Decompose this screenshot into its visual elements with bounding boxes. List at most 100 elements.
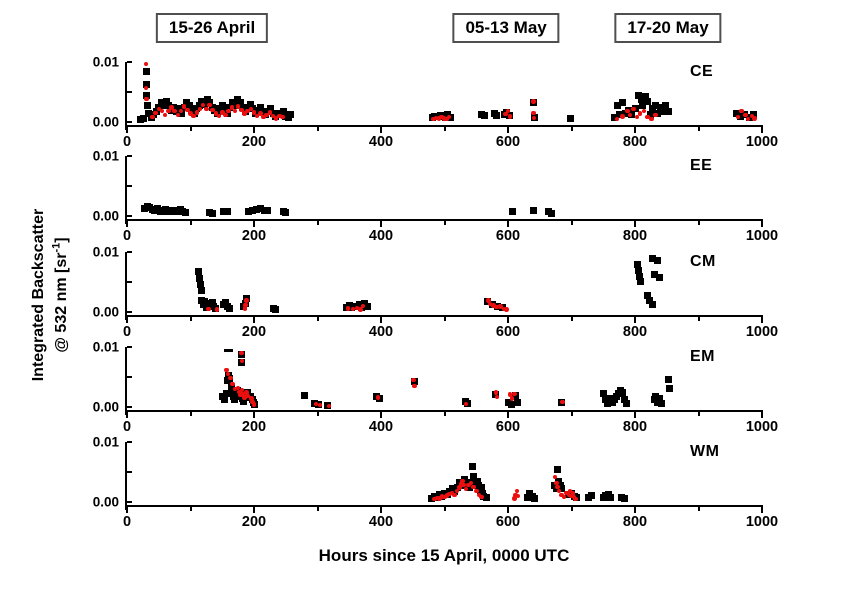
- panel-region-label-EE: EE: [690, 157, 713, 174]
- data-point-red: [457, 485, 462, 490]
- data-point-red: [486, 298, 491, 303]
- x-tick-label: 0: [122, 324, 132, 340]
- x-tick-minor: [570, 507, 573, 511]
- data-point-red: [244, 298, 249, 303]
- data-point-red: [249, 396, 254, 401]
- data-point-black: [644, 292, 652, 300]
- data-point-red: [501, 306, 507, 312]
- data-point-red: [360, 303, 366, 309]
- data-point-black: [657, 399, 665, 407]
- data-point-red: [238, 392, 243, 398]
- data-point-black: [175, 105, 183, 113]
- data-point-red: [507, 392, 513, 397]
- data-point-red: [237, 389, 242, 395]
- x-tick-major: [507, 412, 509, 418]
- panel-region-label-WM: WM: [690, 443, 720, 460]
- y-tick-label-bottom: 0.00: [92, 114, 119, 130]
- x-tick-label: 200: [241, 419, 267, 435]
- x-tick-minor: [189, 412, 192, 416]
- x-tick-major: [380, 221, 382, 227]
- x-tick-major: [126, 412, 128, 418]
- y-tick: [127, 471, 132, 473]
- data-point-black: [220, 208, 228, 216]
- data-point-red: [494, 394, 500, 400]
- data-point-red: [143, 61, 149, 67]
- y-tick: [127, 91, 132, 93]
- data-point-black: [650, 270, 658, 278]
- x-tick-major: [253, 507, 255, 513]
- data-point-red: [224, 367, 229, 373]
- data-point-black: [655, 395, 663, 403]
- x-tick-major: [507, 127, 509, 133]
- data-point-black: [451, 487, 459, 495]
- x-tick-major: [634, 507, 636, 513]
- data-point-black: [223, 207, 231, 215]
- data-point-red: [226, 108, 231, 114]
- data-point-red: [277, 113, 282, 119]
- x-tick-label: 200: [241, 134, 267, 150]
- data-point-black: [551, 481, 559, 489]
- data-point-red: [570, 491, 576, 496]
- data-point-red: [503, 111, 508, 117]
- y-axis-title: Integrated Backscatter @ 532 nm [sr-1]: [29, 145, 73, 445]
- data-point-red: [267, 110, 273, 115]
- x-tick-minor: [443, 127, 446, 131]
- data-point-black: [523, 493, 531, 501]
- data-point-black: [140, 114, 147, 122]
- data-point-black: [363, 303, 371, 311]
- data-point-red: [433, 115, 439, 121]
- data-point-black: [554, 465, 562, 473]
- data-point-black: [143, 91, 151, 99]
- x-tick-label: 0: [122, 228, 132, 244]
- data-point-black: [470, 473, 478, 481]
- data-point-red: [458, 481, 464, 487]
- data-point-black: [220, 396, 228, 404]
- data-point-red: [232, 108, 238, 114]
- y-tick-label-top: 0.01: [92, 148, 119, 164]
- data-point-red: [504, 307, 509, 312]
- data-point-red: [567, 488, 573, 494]
- data-point-red: [194, 110, 200, 115]
- data-point-black: [661, 101, 669, 109]
- data-point-dash: [224, 349, 234, 352]
- data-point-red: [637, 111, 643, 116]
- x-tick-minor: [570, 317, 573, 321]
- y-tick-label-top: 0.01: [92, 434, 119, 450]
- x-tick-minor: [697, 507, 700, 511]
- data-point-black: [665, 384, 673, 392]
- data-point-red: [191, 113, 196, 119]
- x-tick-major: [380, 412, 382, 418]
- y-axis-line: [125, 442, 127, 510]
- x-tick-minor: [316, 507, 319, 511]
- data-point-black: [601, 396, 609, 404]
- data-point-black: [453, 483, 461, 491]
- data-point-red: [240, 391, 246, 397]
- data-point-black: [477, 483, 485, 491]
- data-point-black: [185, 101, 193, 109]
- data-point-black: [616, 111, 624, 119]
- data-point-black: [216, 105, 224, 113]
- data-point-black: [649, 254, 657, 262]
- x-tick-major: [126, 317, 128, 323]
- y-axis-line: [125, 347, 127, 415]
- data-point-red: [446, 114, 452, 120]
- data-point-red: [251, 402, 257, 407]
- data-point-red: [498, 304, 503, 309]
- data-point-red: [213, 111, 219, 116]
- data-point-red: [251, 110, 257, 115]
- data-point-red: [245, 393, 250, 399]
- x-tick-major: [634, 221, 636, 227]
- data-point-black: [194, 267, 202, 275]
- data-point-black: [618, 99, 626, 107]
- data-point-red: [244, 390, 249, 395]
- y-tick: [127, 215, 132, 217]
- data-point-black: [206, 303, 214, 311]
- x-tick-major: [761, 127, 763, 133]
- x-tick-minor: [697, 127, 700, 131]
- data-point-black: [637, 277, 645, 285]
- data-point-red: [439, 494, 445, 499]
- data-point-red: [242, 306, 248, 311]
- data-point-black: [664, 375, 672, 383]
- data-point-red: [185, 107, 190, 113]
